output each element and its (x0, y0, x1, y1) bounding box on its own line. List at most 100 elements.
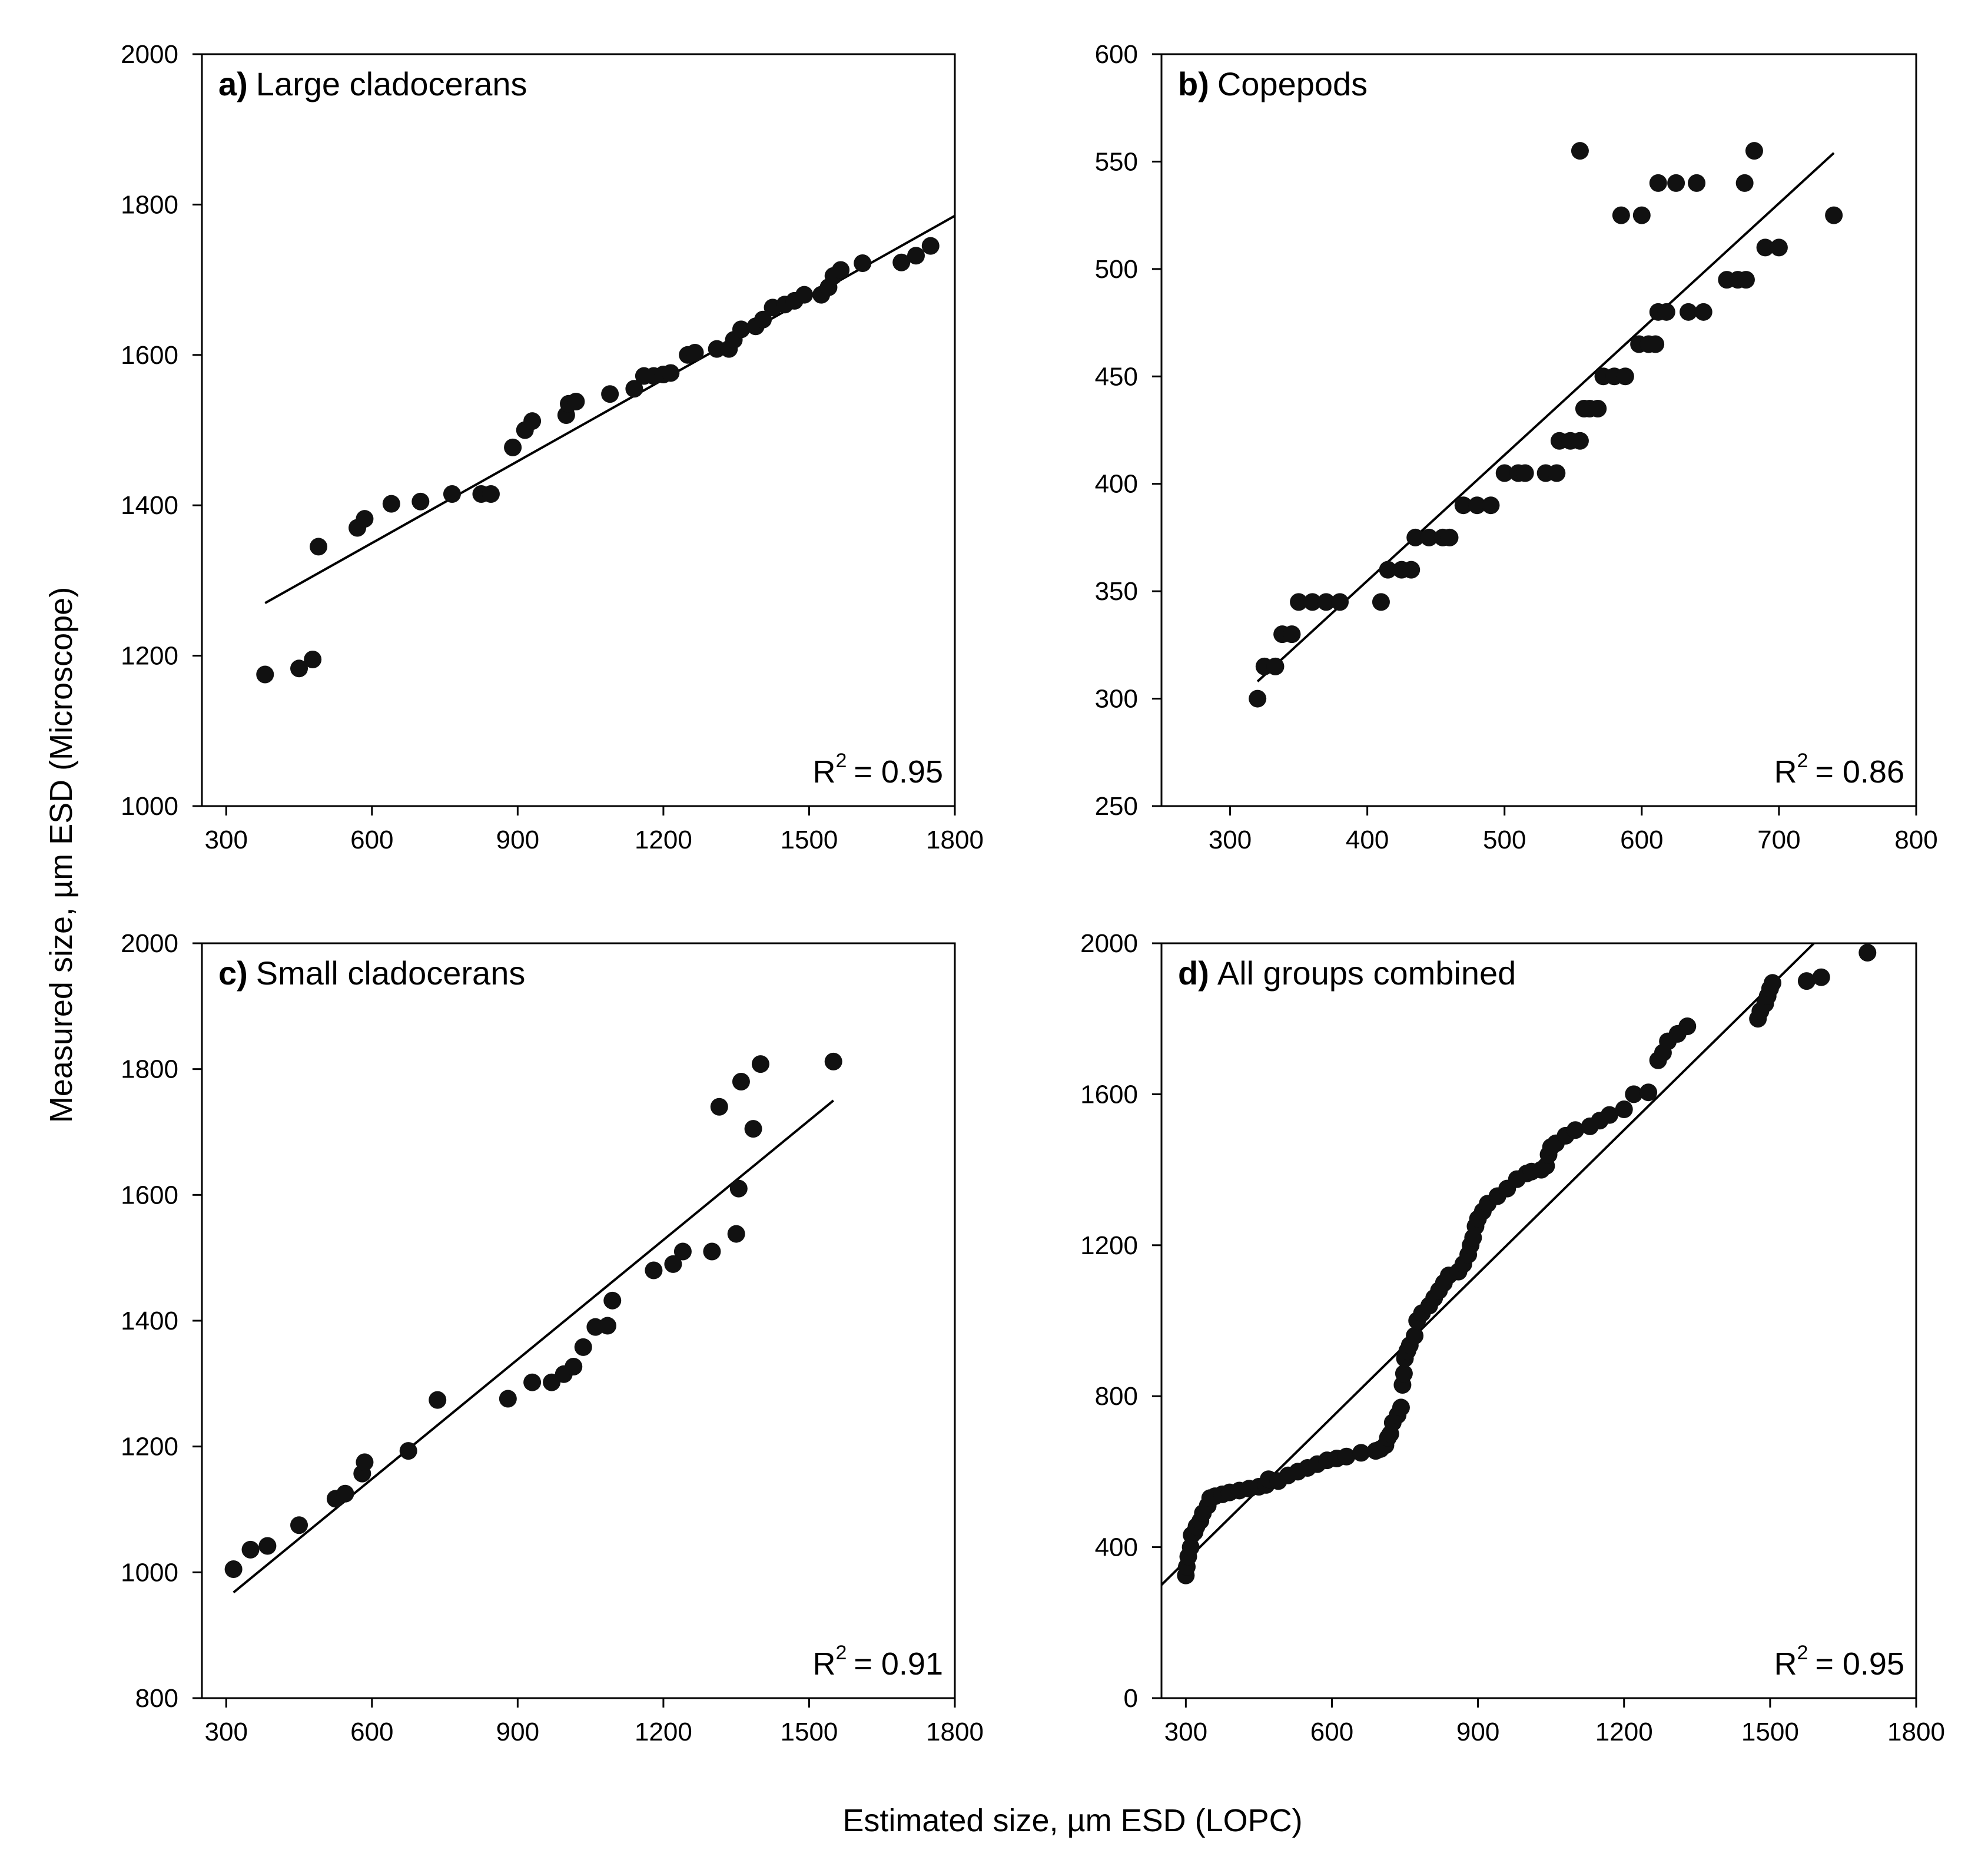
panel-c-data-point (356, 1453, 374, 1471)
panel-c-data-point (645, 1261, 663, 1279)
panel-c-data-point (673, 1242, 692, 1261)
panel-b-data-point (1571, 432, 1589, 450)
panel-c-data-point (751, 1055, 769, 1073)
panel-a-y-tick-label: 1600 (121, 341, 178, 370)
panel-a-data-point (892, 253, 911, 271)
panel-c-data-point (574, 1338, 592, 1356)
panel-b-y-tick-label: 450 (1095, 362, 1138, 391)
panel-a-data-point (482, 485, 500, 503)
panel-b-data-point (1495, 464, 1514, 482)
panel-a-data-point (907, 247, 925, 265)
panel-large-cladocerans: 300 600 900 1200 1500 1800 1000 1200 1400 1600 180… (121, 40, 984, 854)
panel-a-data-point (523, 412, 542, 430)
panel-c-data-point (732, 1073, 750, 1091)
panel-a-letter: a) (218, 65, 248, 102)
panel-d-x-tick-label: 300 (1164, 1718, 1207, 1746)
panel-c-y-tick-label: 800 (135, 1684, 178, 1713)
panel-a-y-tick-label: 1000 (121, 792, 178, 821)
panel-b-data-point (1571, 142, 1589, 160)
panel-a-y-tick-label: 1200 (121, 642, 178, 671)
panel-c-data-point (727, 1225, 745, 1243)
panel-d-r2-label: R2 = 0.95 (1774, 1642, 1904, 1682)
panel-b-letter: b) (1178, 65, 1209, 102)
panel-d-title-text: All groups combined (1217, 954, 1516, 992)
panel-b-data-point (1589, 400, 1607, 418)
panel-b-data-point (1680, 303, 1698, 321)
panel-a-data-point (662, 364, 680, 382)
panel-b-data-point (1632, 206, 1651, 224)
panel-c-r2-value: = 0.91 (854, 1646, 943, 1682)
panel-d-y-tick-label: 400 (1095, 1533, 1138, 1562)
panel-a-data-point (443, 485, 461, 503)
panel-all-groups: 300 600 900 1200 1500 1800 0 400 800 1200 1600 2000… (1080, 929, 1945, 1746)
panel-a-data-point (256, 665, 274, 684)
panel-c-r2-superscript: 2 (835, 1642, 847, 1664)
panel-b-x-tick-label: 700 (1757, 826, 1800, 854)
panel-b-data-point (1266, 657, 1285, 675)
panel-a-data-point (601, 385, 619, 403)
x-axis-title: Estimated size, µm ESD (LOPC) (842, 1803, 1302, 1838)
panel-b-x-tick-label: 300 (1209, 826, 1252, 854)
panel-b-data-point (1468, 496, 1486, 515)
panel-d-x-tick-label: 1800 (1887, 1718, 1945, 1746)
panel-c-data-point (603, 1291, 622, 1310)
panel-a-data-point (382, 495, 400, 513)
panel-d-frame (1160, 942, 1917, 1699)
panel-a-data-point (567, 392, 585, 410)
panel-b-data-point (1825, 206, 1843, 224)
panel-b-data-point (1372, 593, 1390, 611)
panel-c-x-tick-label: 600 (350, 1718, 393, 1746)
panel-c-y-tick-label: 1200 (121, 1433, 178, 1461)
panel-b-data-point (1420, 528, 1438, 546)
panel-b-y-tick-label: 250 (1095, 792, 1138, 821)
panel-b-x-tick-label: 400 (1346, 826, 1389, 854)
panel-a-r2-value: = 0.95 (854, 754, 943, 790)
panel-a-data-point (708, 340, 726, 358)
panel-b-data-point (1667, 174, 1685, 192)
panel-b-frame (1160, 53, 1917, 807)
panel-d-data-point (1797, 972, 1816, 990)
panel-c-title: c) Small cladocerans (218, 954, 525, 992)
panel-b-data-point (1402, 561, 1421, 579)
panel-d-data-point (1352, 1444, 1370, 1462)
panel-b-data-point (1737, 271, 1755, 289)
panel-b-data-point (1688, 174, 1706, 192)
panel-b-data-point (1694, 303, 1712, 321)
panel-c-data-point (258, 1537, 277, 1555)
panel-a-regression-line (264, 214, 955, 604)
panel-c-data-point (429, 1391, 447, 1409)
panel-b-data-point (1406, 528, 1425, 546)
panel-c-data-point (744, 1120, 762, 1138)
panel-d-data-point (1337, 1447, 1356, 1466)
panel-d-x-tick-label: 900 (1456, 1718, 1499, 1746)
panel-b-regression-line (1256, 152, 1835, 682)
panel-a-r2-letter: R (812, 754, 835, 790)
panel-b-r2-value: = 0.86 (1815, 754, 1904, 790)
panel-b-data-point (1249, 689, 1267, 708)
panel-c-y-tick-label: 1800 (121, 1055, 178, 1084)
panel-c-x-tick-label: 1800 (926, 1718, 984, 1746)
panel-b-data-point (1770, 238, 1788, 257)
panel-c-frame (201, 942, 956, 1699)
panel-a-y-tick-label: 2000 (121, 40, 178, 69)
panel-a-data-point (290, 659, 308, 678)
panel-b-r2-label: R2 = 0.86 (1774, 750, 1904, 790)
panel-b-data-point (1756, 238, 1774, 257)
panel-a-y-tick-label: 1800 (121, 190, 178, 219)
panel-c-title-text: Small cladocerans (256, 954, 526, 992)
panel-d-x-tick-label: 1500 (1741, 1718, 1799, 1746)
panel-c-data-point (824, 1052, 842, 1070)
panel-b-data-point (1516, 464, 1534, 482)
panel-a-data-point (686, 343, 704, 362)
panel-b-x-tick-label: 600 (1620, 826, 1663, 854)
panel-b-x-tick-label: 500 (1483, 826, 1526, 854)
panel-c-data-point (290, 1516, 308, 1534)
panel-a-title: a) Large cladocerans (218, 65, 527, 102)
panel-c-data-point (499, 1390, 517, 1408)
panel-a-data-point (732, 320, 750, 339)
panel-b-y-tick-label: 550 (1095, 147, 1138, 176)
panel-c-x-tick-label: 900 (496, 1718, 539, 1746)
panel-b-title-text: Copepods (1217, 65, 1368, 102)
panel-a-x-tick-label: 1200 (635, 826, 692, 854)
